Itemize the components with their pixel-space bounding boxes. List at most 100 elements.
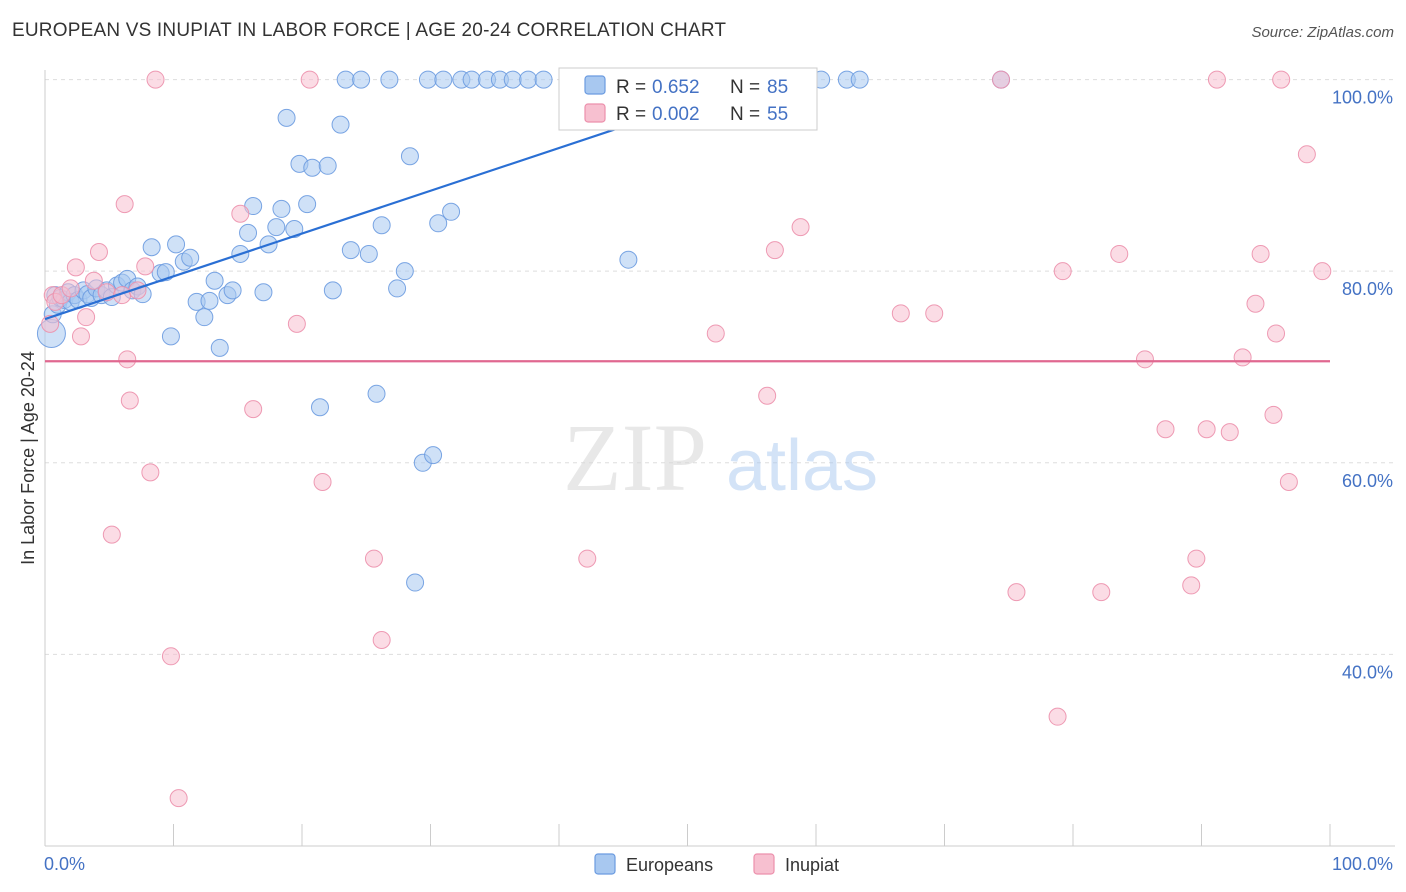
legend-europeans-n-label: N = — [730, 77, 760, 98]
europeans-point-29 — [181, 248, 200, 267]
europeans-point-74 — [503, 70, 522, 89]
inupiat-point-57 — [1313, 262, 1332, 281]
europeans-point-65 — [418, 70, 437, 89]
watermark: ZIP atlas — [563, 404, 878, 511]
inupiat-point-52 — [1264, 405, 1283, 424]
legend-swatch-inupiat — [584, 103, 606, 123]
legend-inupiat-n-label: N = — [730, 104, 760, 125]
inupiat-point-51 — [1251, 244, 1270, 263]
inupiat-point-38 — [1048, 707, 1067, 726]
bottom-legend-inupiat: Inupiat — [785, 855, 839, 875]
inupiat-point-28 — [372, 631, 391, 650]
inupiat-point-44 — [1182, 576, 1201, 595]
europeans-point-66 — [424, 446, 443, 465]
europeans-point-45 — [285, 220, 304, 239]
legend-europeans-r-value: 0.652 — [652, 77, 700, 98]
europeans-point-68 — [434, 70, 453, 89]
inupiat-point-39 — [1053, 262, 1072, 281]
y-tick-label-1: 60.0% — [1342, 471, 1393, 491]
tick-labels: 40.0% 60.0% 80.0% 100.0% 0.0% 100.0% — [44, 88, 1393, 874]
europeans-point-79 — [619, 250, 638, 269]
europeans-point-44 — [277, 108, 296, 127]
inupiat-point-29 — [578, 549, 597, 568]
inupiat-point-32 — [765, 241, 784, 260]
watermark-zip: ZIP — [563, 404, 707, 511]
bottom-legend-swatch-inupiat — [753, 853, 775, 875]
y-tick-label-3: 100.0% — [1332, 88, 1393, 108]
europeans-point-57 — [367, 384, 386, 403]
europeans-point-33 — [205, 271, 224, 290]
y-tick-label-0: 40.0% — [1342, 662, 1393, 682]
europeans-point-49 — [310, 398, 329, 417]
inupiat-point-7 — [77, 308, 96, 327]
inupiat-point-15 — [120, 391, 139, 410]
europeans-point-71 — [462, 70, 481, 89]
inupiat-point-19 — [146, 70, 165, 89]
inupiat-point-9 — [89, 243, 108, 262]
europeans-point-53 — [336, 70, 355, 89]
europeans-point-58 — [372, 216, 391, 235]
legend-swatch-europeans — [584, 75, 606, 95]
chart-source: Source: ZipAtlas.com — [1251, 24, 1394, 41]
y-tick-label-2: 80.0% — [1342, 279, 1393, 299]
axes — [44, 70, 1395, 847]
inupiat-point-20 — [161, 647, 180, 666]
europeans-point-59 — [380, 70, 399, 89]
inupiat-point-13 — [115, 195, 134, 214]
inupiat-point-33 — [791, 218, 810, 237]
europeans-point-23 — [142, 238, 161, 257]
europeans-point-38 — [239, 223, 258, 242]
inupiat-point-24 — [287, 314, 306, 333]
chart-title: EUROPEAN VS INUPIAT IN LABOR FORCE | AGE… — [12, 20, 727, 41]
inupiat-point-30 — [706, 324, 725, 343]
europeans-point-55 — [352, 70, 371, 89]
europeans-point-50 — [318, 156, 337, 175]
inupiat-point-50 — [1246, 294, 1265, 313]
europeans-point-62 — [400, 147, 419, 166]
inupiat-point-48 — [1220, 423, 1239, 442]
legend-europeans-n-value: 85 — [767, 77, 788, 98]
europeans-point-63 — [406, 573, 425, 592]
europeans-point-47 — [298, 195, 317, 214]
europeans-point-69 — [442, 202, 461, 221]
europeans-point-76 — [534, 70, 553, 89]
inupiat-point-22 — [231, 204, 250, 223]
inupiat-point-27 — [364, 549, 383, 568]
bottom-legend-europeans: Europeans — [626, 855, 713, 875]
inupiat-point-43 — [1156, 420, 1175, 439]
inupiat-point-36 — [992, 70, 1011, 89]
x-tick-label-0: 0.0% — [44, 854, 85, 874]
europeans-point-54 — [341, 241, 360, 260]
europeans-point-36 — [223, 281, 242, 300]
europeans-point-87 — [850, 70, 869, 89]
europeans-point-51 — [323, 281, 342, 300]
bottom-legend-swatch-europeans — [594, 853, 616, 875]
europeans-point-43 — [272, 199, 291, 218]
inupiat-point-45 — [1187, 549, 1206, 568]
europeans-point-48 — [303, 158, 322, 177]
inupiat-point-8 — [84, 271, 103, 290]
inupiat-point-21 — [169, 789, 188, 808]
europeans-point-75 — [519, 70, 538, 89]
legend-inupiat-n-value: 55 — [767, 104, 788, 125]
inupiat-point-54 — [1272, 70, 1291, 89]
y-axis-label: In Labor Force | Age 20-24 — [18, 351, 38, 565]
watermark-atlas: atlas — [726, 426, 878, 506]
europeans-point-26 — [161, 327, 180, 346]
inupiat-point-35 — [925, 304, 944, 323]
legend-inupiat-r-value: 0.002 — [652, 104, 700, 125]
inupiat-point-37 — [1007, 583, 1026, 602]
inupiat-point-49 — [1233, 348, 1252, 367]
inupiat-point-14 — [118, 350, 137, 369]
inupiat-point-53 — [1267, 324, 1286, 343]
europeans-point-56 — [359, 244, 378, 263]
inupiat-point-34 — [891, 304, 910, 323]
legend-inupiat-r-label: R = — [616, 104, 646, 125]
x-tick-label-1: 100.0% — [1332, 854, 1393, 874]
europeans-point-61 — [395, 262, 414, 281]
inupiat-point-6 — [71, 327, 90, 346]
europeans-point-40 — [254, 283, 273, 302]
inupiat-point-4 — [61, 279, 80, 298]
europeans-point-31 — [195, 308, 214, 327]
